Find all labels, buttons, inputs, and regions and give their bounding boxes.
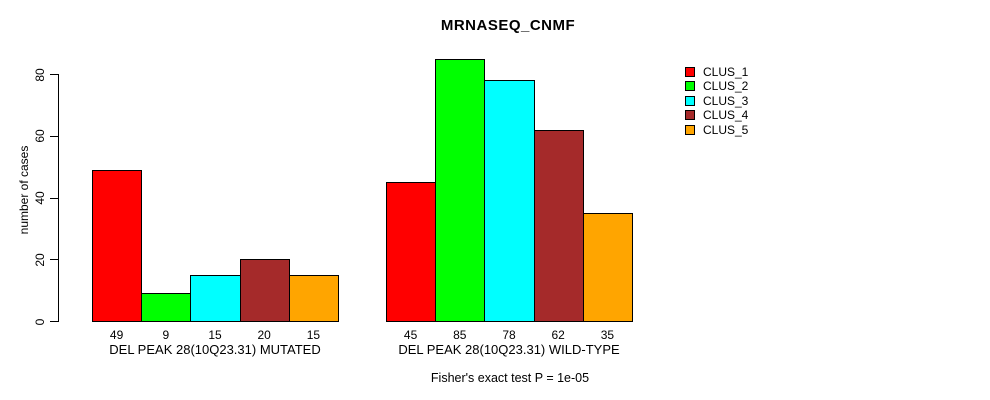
legend-swatch-clus_1 bbox=[685, 66, 695, 77]
bar-value-label: 62 bbox=[551, 328, 565, 342]
legend-label: CLUS_4 bbox=[703, 108, 749, 123]
legend-label: CLUS_2 bbox=[703, 79, 749, 94]
bar-value-label: 45 bbox=[403, 328, 418, 342]
bar-clus_3-group2 bbox=[484, 80, 535, 322]
y-axis-tick bbox=[50, 259, 58, 261]
legend-swatch-clus_4 bbox=[685, 110, 695, 121]
bar-clus_5-group2 bbox=[582, 212, 633, 322]
bar-value-label: 35 bbox=[600, 328, 615, 342]
y-axis-tick bbox=[50, 321, 58, 322]
bar-value-label: 49 bbox=[109, 328, 124, 342]
bar-clus_5-group1 bbox=[288, 274, 339, 322]
legend-label: CLUS_5 bbox=[703, 122, 749, 137]
y-axis-tick bbox=[50, 74, 58, 75]
bar-value-label: 15 bbox=[306, 328, 321, 342]
bar-value-label: 78 bbox=[502, 328, 516, 342]
legend-swatch-clus_3 bbox=[685, 95, 695, 106]
y-tick-label: 20 bbox=[33, 253, 47, 267]
bar-value-label: 20 bbox=[257, 328, 271, 342]
y-tick-label: 0 bbox=[33, 318, 47, 325]
legend-swatch-clus_2 bbox=[685, 81, 695, 92]
chart-title: MRNASEQ_CNMF bbox=[440, 17, 576, 34]
legend-label: CLUS_3 bbox=[703, 93, 749, 108]
legend-swatch-clus_5 bbox=[685, 124, 695, 135]
bar-clus_2-group1 bbox=[141, 293, 192, 322]
y-tick-label: 40 bbox=[33, 191, 47, 205]
bar-value-label: 9 bbox=[162, 328, 170, 342]
bar-clus_3-group1 bbox=[190, 274, 241, 322]
bar-value-label: 85 bbox=[453, 328, 467, 342]
fisher-test-caption: Fisher's exact test P = 1e-05 bbox=[430, 371, 590, 385]
y-axis-line bbox=[58, 74, 59, 322]
bar-clus_4-group1 bbox=[239, 259, 290, 322]
y-tick-label: 60 bbox=[33, 129, 47, 143]
bar-value-label: 15 bbox=[208, 328, 222, 342]
group-label: DEL PEAK 28(10Q23.31) MUTATED bbox=[109, 342, 321, 357]
bar-clus_1-group2 bbox=[386, 182, 437, 322]
y-axis-tick bbox=[50, 135, 58, 137]
bar-clus_4-group2 bbox=[533, 129, 584, 322]
bar-clus_2-group2 bbox=[435, 58, 486, 322]
y-tick-label: 80 bbox=[33, 67, 47, 82]
bar-clus_1-group1 bbox=[92, 169, 143, 322]
legend-label: CLUS_1 bbox=[703, 64, 749, 79]
group-label: DEL PEAK 28(10Q23.31) WILD-TYPE bbox=[398, 342, 620, 357]
y-axis-tick bbox=[50, 197, 58, 199]
y-axis-label: number of cases bbox=[17, 145, 31, 235]
